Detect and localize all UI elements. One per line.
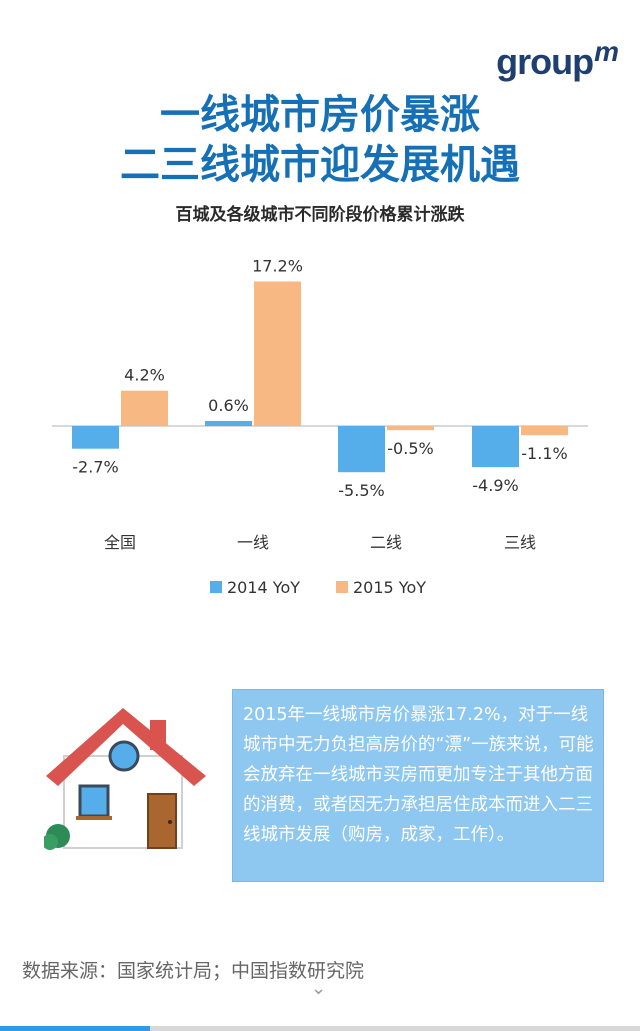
groupm-logo: groupm [496,36,619,83]
title-line-1: 一线城市房价暴涨 [160,92,480,138]
category-label-3: 三线 [504,533,536,552]
bar-2015-0 [121,390,168,426]
data-label-2015-3: -1.1% [521,444,567,463]
bar-2015-3 [521,426,568,436]
house-round-window [108,740,140,772]
bar-2015-2 [387,426,434,431]
category-label-0: 全国 [104,533,136,552]
bar-2015-1 [254,281,301,426]
progress-track [0,1026,640,1031]
logo-text: group [496,41,594,82]
house-door-knob [168,820,172,824]
legend-swatch-0 [210,581,222,593]
data-source: 数据来源：国家统计局；中国指数研究院 [22,960,365,982]
title-line-2: 二三线城市迎发展机遇 [120,142,520,188]
house-illustration [44,708,206,850]
logo-mark: m [594,36,619,67]
data-label-2015-1: 17.2% [252,257,303,276]
data-label-2015-0: 4.2% [124,366,165,385]
category-label-2: 二线 [370,533,402,552]
data-label-2014-3: -4.9% [472,476,518,495]
progress-bar [0,1026,150,1031]
house-window [78,784,110,818]
house-roof [46,708,206,786]
info-box: 2015年一线城市房价暴涨17.2%，对于一线城市中无力负担高房价的“漂”一族来… [232,689,604,882]
legend-swatch-1 [336,581,348,593]
data-label-2015-2: -0.5% [387,439,433,458]
category-label-1: 一线 [237,533,269,552]
data-label-2014-1: 0.6% [208,396,249,415]
data-label-2014-0: -2.7% [72,458,118,477]
chevron-icon[interactable]: ⌄ [311,978,327,999]
legend-label-1: 2015 YoY [353,578,426,597]
data-label-2014-2: -5.5% [338,481,384,500]
bar-2014-3 [472,426,519,468]
legend-label-0: 2014 YoY [227,578,300,597]
bush-2 [44,834,58,850]
bar-chart: -2.7% 0.6% -5.5% -4.9% 4.2% 17.2% -0.5% -1.1% 全国… [52,257,588,597]
chart-subtitle: 百城及各级城市不同阶段价格累计涨跌 [175,205,465,225]
bar-2014-2 [338,426,385,473]
bar-2014-1 [205,420,252,426]
bar-2014-0 [72,426,119,449]
house-door [147,793,177,849]
